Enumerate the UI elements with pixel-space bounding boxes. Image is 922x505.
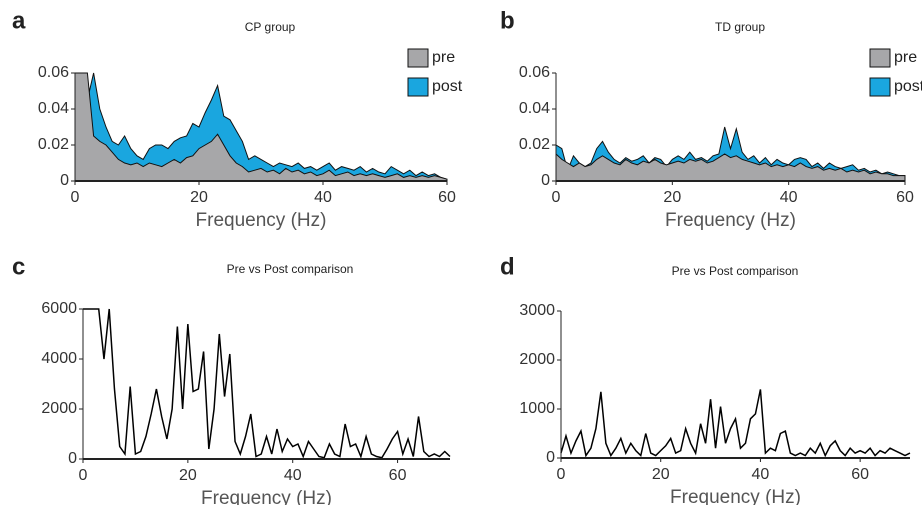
y-tick-label: 0 [541, 172, 550, 189]
y-tick-label: 0.06 [519, 64, 550, 81]
legend-label: post [894, 78, 922, 95]
x-tick-label: 40 [752, 466, 770, 483]
panel-letter: b [500, 7, 515, 34]
x-tick-label: 60 [851, 466, 869, 483]
y-tick-label: 0 [60, 172, 69, 189]
panel-letter: d [500, 253, 515, 280]
area [555, 152, 906, 182]
x-tick-label: 20 [190, 189, 208, 206]
y-tick-label: 2000 [519, 351, 555, 368]
panel-title: Pre vs Post comparison [672, 264, 799, 278]
legend-swatch [407, 77, 429, 97]
y-tick-label: 0.04 [519, 100, 550, 117]
x-tick-label: 0 [557, 466, 566, 483]
y-tick-label: 3000 [519, 302, 555, 319]
panel-title: CP group [245, 20, 296, 34]
x-axis-label: Frequency (Hz) [670, 487, 801, 505]
y-tick-label: 2000 [41, 400, 77, 417]
y-tick-label: 0.02 [519, 136, 550, 153]
x-tick-label: 20 [663, 189, 681, 206]
y-tick-label: 0 [68, 450, 77, 467]
x-tick-label: 20 [652, 466, 670, 483]
x-axis-label: Frequency (Hz) [201, 488, 332, 505]
x-tick-label: 0 [71, 189, 80, 206]
x-tick-label: 60 [896, 189, 914, 206]
x-tick-label: 20 [179, 467, 197, 484]
x-tick-label: 0 [79, 467, 88, 484]
legend-label: post [432, 78, 463, 95]
legend-label: pre [432, 49, 455, 66]
y-tick-label: 0.06 [38, 64, 69, 81]
x-tick-label: 60 [389, 467, 407, 484]
x-tick-label: 40 [284, 467, 302, 484]
x-axis-label: Frequency (Hz) [665, 210, 796, 231]
y-tick-label: 0.02 [38, 136, 69, 153]
panel-letter: c [12, 253, 25, 280]
x-tick-label: 40 [314, 189, 332, 206]
y-tick-label: 4000 [41, 350, 77, 367]
line [560, 389, 911, 458]
legend-swatch [869, 77, 891, 97]
area [74, 72, 448, 182]
panel-letter: a [12, 7, 26, 34]
legend-swatch [869, 48, 891, 68]
x-tick-label: 60 [438, 189, 456, 206]
x-tick-label: 0 [552, 189, 561, 206]
y-tick-label: 6000 [41, 300, 77, 317]
y-tick-label: 1000 [519, 400, 555, 417]
legend-label: pre [894, 49, 917, 66]
x-tick-label: 40 [780, 189, 798, 206]
x-axis-label: Frequency (Hz) [196, 210, 327, 231]
area [74, 72, 448, 182]
legend-swatch [407, 48, 429, 68]
panel-title: TD group [715, 20, 765, 34]
line [83, 308, 451, 459]
y-tick-label: 0 [546, 449, 555, 466]
y-tick-label: 0.04 [38, 100, 69, 117]
panel-title: Pre vs Post comparison [227, 262, 354, 276]
